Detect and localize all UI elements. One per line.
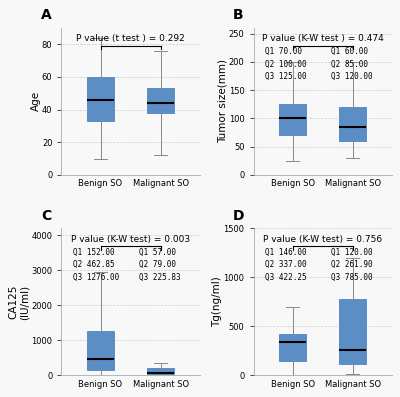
PathPatch shape	[87, 77, 114, 121]
Y-axis label: Tumor size(mm): Tumor size(mm)	[217, 60, 227, 143]
Text: Q1 146.00
Q2 337.00
Q3 422.25: Q1 146.00 Q2 337.00 Q3 422.25	[264, 248, 306, 281]
Text: Q1 152.00
Q2 462.85
Q3 1276.00: Q1 152.00 Q2 462.85 Q3 1276.00	[72, 248, 119, 281]
PathPatch shape	[147, 368, 174, 374]
Y-axis label: Tg(ng/ml): Tg(ng/ml)	[212, 277, 222, 328]
PathPatch shape	[279, 104, 306, 135]
PathPatch shape	[279, 334, 306, 361]
Text: C: C	[41, 208, 51, 223]
Text: P value (t test ) = 0.292: P value (t test ) = 0.292	[76, 34, 185, 43]
Text: D: D	[233, 208, 244, 223]
PathPatch shape	[87, 331, 114, 370]
Y-axis label: Age: Age	[30, 91, 40, 112]
Text: Q1 60.00
Q2 85.00
Q3 120.00: Q1 60.00 Q2 85.00 Q3 120.00	[331, 47, 372, 81]
Text: P value (K-W test) = 0.756: P value (K-W test) = 0.756	[263, 235, 382, 244]
PathPatch shape	[147, 89, 174, 113]
Text: P value (K-W test) = 0.003: P value (K-W test) = 0.003	[71, 235, 190, 244]
Text: Q1 120.00
Q2 261.90
Q3 785.00: Q1 120.00 Q2 261.90 Q3 785.00	[331, 248, 372, 281]
PathPatch shape	[339, 107, 366, 141]
PathPatch shape	[339, 299, 366, 364]
Text: Q1 57.00
Q2 79.00
Q3 225.83: Q1 57.00 Q2 79.00 Q3 225.83	[139, 248, 180, 281]
Y-axis label: CA125
(IU/ml): CA125 (IU/ml)	[8, 284, 30, 320]
Text: Q1 70.00
Q2 100.00
Q3 125.00: Q1 70.00 Q2 100.00 Q3 125.00	[264, 47, 306, 81]
Text: A: A	[41, 8, 52, 22]
Text: P value (K-W test ) = 0.474: P value (K-W test ) = 0.474	[262, 34, 384, 43]
Text: B: B	[233, 8, 244, 22]
